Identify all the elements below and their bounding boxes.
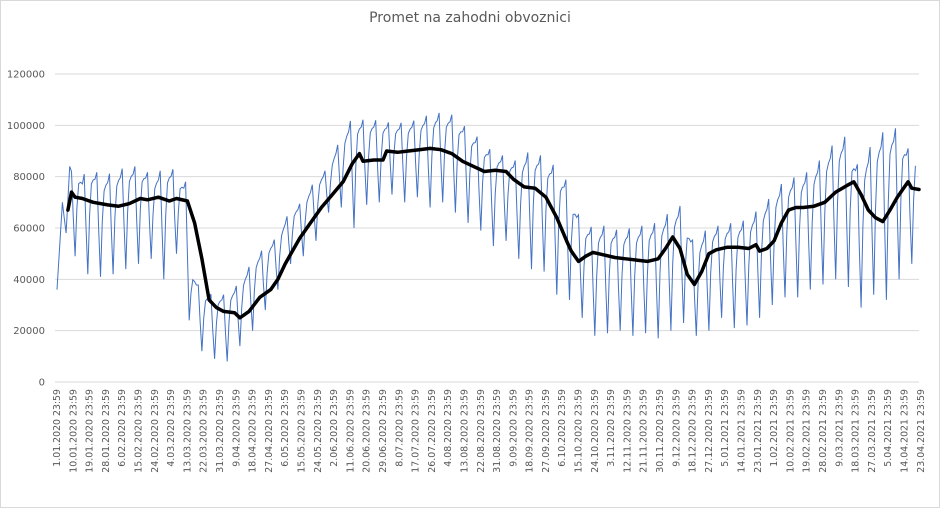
x-tick-label: 14.04.2021 23:59 bbox=[900, 389, 911, 473]
y-tick-label: 100000 bbox=[7, 121, 45, 132]
x-axis-labels: 1.01.2020 23:59 10.01.2020 23:59 19.01.202… bbox=[52, 389, 927, 473]
x-tick-label: 11.06.2020 23:59 bbox=[345, 389, 356, 473]
x-tick-label: 26.07.2020 23:59 bbox=[427, 389, 438, 473]
x-tick-label: 15.05.2020 23:59 bbox=[296, 389, 307, 473]
x-tick-label: 19.02.2021 23:59 bbox=[802, 389, 813, 473]
y-tick-label: 40000 bbox=[13, 275, 45, 286]
x-tick-label: 18.04.2020 23:59 bbox=[248, 389, 259, 473]
x-tick-label: 1.02.2021 23:59 bbox=[769, 389, 780, 467]
chart-title: Promet na zahodni obvoznici bbox=[369, 10, 571, 26]
x-tick-label: 30.11.2020 23:59 bbox=[655, 389, 666, 473]
x-tick-label: 4.08.2020 23:59 bbox=[443, 389, 454, 467]
x-tick-label: 15.02.2020 23:59 bbox=[133, 389, 144, 473]
daily-traffic-series bbox=[56, 112, 916, 362]
x-tick-label: 27.03.2021 23:59 bbox=[867, 389, 878, 473]
x-tick-label: 31.08.2020 23:59 bbox=[492, 389, 503, 473]
x-tick-label: 2.06.2020 23:59 bbox=[329, 389, 340, 467]
x-tick-label: 21.11.2020 23:59 bbox=[639, 389, 650, 473]
gridlines bbox=[55, 73, 919, 383]
x-tick-label: 28.02.2021 23:59 bbox=[818, 389, 829, 473]
x-tick-label: 27.09.2020 23:59 bbox=[541, 389, 552, 473]
x-tick-label: 27.12.2020 23:59 bbox=[704, 389, 715, 473]
x-tick-label: 9.09.2020 23:59 bbox=[508, 389, 519, 467]
x-tick-label: 10.01.2020 23:59 bbox=[68, 389, 79, 473]
x-tick-label: 5.01.2021 23:59 bbox=[720, 389, 731, 467]
x-tick-label: 22.03.2020 23:59 bbox=[199, 389, 210, 473]
moving-average-series bbox=[66, 146, 921, 320]
y-axis-labels: 0 20000 40000 60000 80000 100000 120000 bbox=[7, 70, 45, 389]
y-tick-label: 60000 bbox=[13, 224, 45, 235]
x-tick-label: 9.03.2021 23:59 bbox=[834, 389, 845, 467]
x-tick-label: 17.07.2020 23:59 bbox=[411, 389, 422, 473]
x-tick-label: 12.11.2020 23:59 bbox=[622, 389, 633, 473]
x-tick-label: 3.11.2020 23:59 bbox=[606, 389, 617, 467]
y-tick-label: 80000 bbox=[13, 172, 45, 183]
x-tick-label: 19.01.2020 23:59 bbox=[85, 389, 96, 473]
x-tick-label: 4.03.2020 23:59 bbox=[166, 389, 177, 467]
x-tick-label: 6.10.2020 23:59 bbox=[557, 389, 568, 467]
x-tick-label: 24.05.2020 23:59 bbox=[313, 389, 324, 473]
x-tick-label: 8.07.2020 23:59 bbox=[394, 389, 405, 467]
x-tick-label: 18.09.2020 23:59 bbox=[525, 389, 536, 473]
x-tick-label: 22.08.2020 23:59 bbox=[476, 389, 487, 473]
x-tick-label: 5.04.2021 23:59 bbox=[883, 389, 894, 467]
y-tick-label: 20000 bbox=[13, 326, 45, 337]
x-tick-label: 10.02.2021 23:59 bbox=[785, 389, 796, 473]
x-tick-label: 24.02.2020 23:59 bbox=[150, 389, 161, 473]
y-tick-label: 120000 bbox=[7, 70, 45, 81]
x-tick-label: 13.03.2020 23:59 bbox=[182, 389, 193, 473]
x-tick-label: 15.10.2020 23:59 bbox=[574, 389, 585, 473]
x-tick-label: 6.05.2020 23:59 bbox=[280, 389, 291, 467]
x-tick-label: 20.06.2020 23:59 bbox=[362, 389, 373, 473]
x-tick-label: 6.02.2020 23:59 bbox=[117, 389, 128, 467]
y-tick-label: 0 bbox=[39, 378, 45, 389]
x-tick-label: 23.01.2021 23:59 bbox=[753, 389, 764, 473]
x-tick-label: 18.03.2021 23:59 bbox=[851, 389, 862, 473]
x-tick-label: 18.12.2020 23:59 bbox=[688, 389, 699, 473]
x-tick-label: 9.04.2020 23:59 bbox=[231, 389, 242, 467]
x-tick-label: 24.10.2020 23:59 bbox=[590, 389, 601, 473]
x-tick-label: 28.01.2020 23:59 bbox=[101, 389, 112, 473]
x-tick-label: 13.08.2020 23:59 bbox=[459, 389, 470, 473]
x-tick-label: 23.04.2021 23:59 bbox=[916, 389, 927, 473]
x-tick-label: 29.06.2020 23:59 bbox=[378, 389, 389, 473]
x-tick-label: 27.04.2020 23:59 bbox=[264, 389, 275, 473]
x-tick-label: 9.12.2020 23:59 bbox=[671, 389, 682, 467]
x-tick-label: 1.01.2020 23:59 bbox=[52, 389, 63, 467]
x-tick-label: 31.03.2020 23:59 bbox=[215, 389, 226, 473]
x-tick-label: 14.01.2021 23:59 bbox=[737, 389, 748, 473]
